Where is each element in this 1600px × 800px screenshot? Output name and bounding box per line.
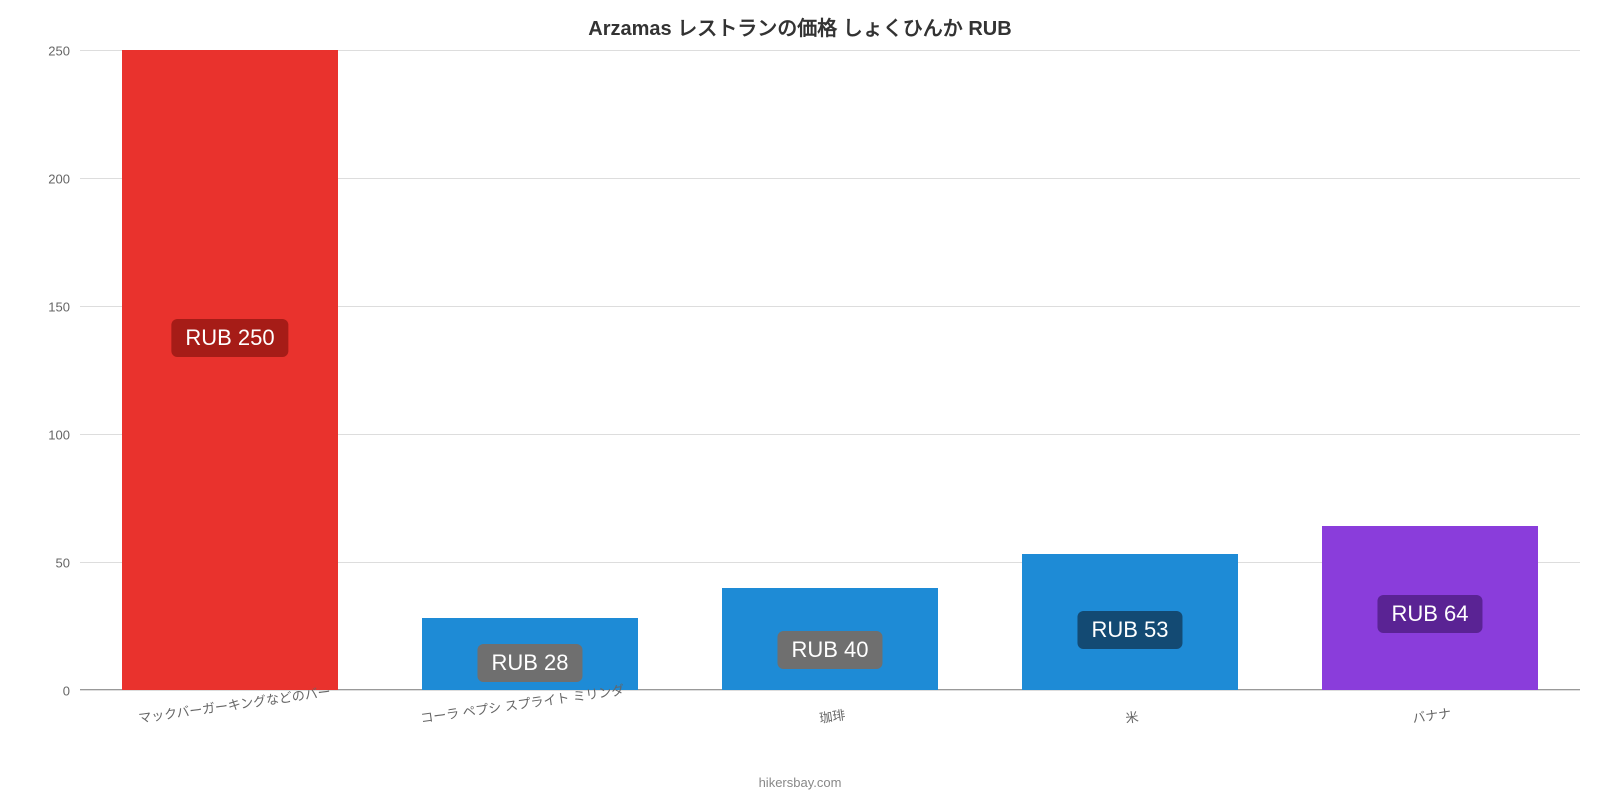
x-tick-label: 米 [1124, 706, 1140, 727]
plot-area: 050100150200250RUB 250RUB 28RUB 40RUB 53… [80, 50, 1580, 690]
chart-title: Arzamas レストランの価格 しょくひんか RUB [0, 12, 1600, 41]
attribution-text: hikersbay.com [0, 775, 1600, 790]
value-badge: RUB 40 [777, 631, 882, 669]
x-tick-label: 珈琲 [818, 704, 846, 726]
y-tick-label: 250 [48, 44, 80, 59]
price-bar-chart: Arzamas レストランの価格 しょくひんか RUB 0 50 100 150 200… [0, 0, 1600, 800]
value-badge: RUB 250 [171, 319, 288, 357]
value-badge: RUB 53 [1077, 611, 1182, 649]
y-tick-label: 50 [56, 556, 80, 571]
y-tick-label: 150 [48, 300, 80, 315]
x-tick-label: バナナ [1411, 703, 1452, 727]
y-tick-label: 200 [48, 172, 80, 187]
value-badge: RUB 64 [1377, 595, 1482, 633]
y-tick-label: 100 [48, 428, 80, 443]
bar [122, 50, 338, 690]
y-tick-label: 0 [63, 684, 80, 699]
value-badge: RUB 28 [477, 644, 582, 682]
